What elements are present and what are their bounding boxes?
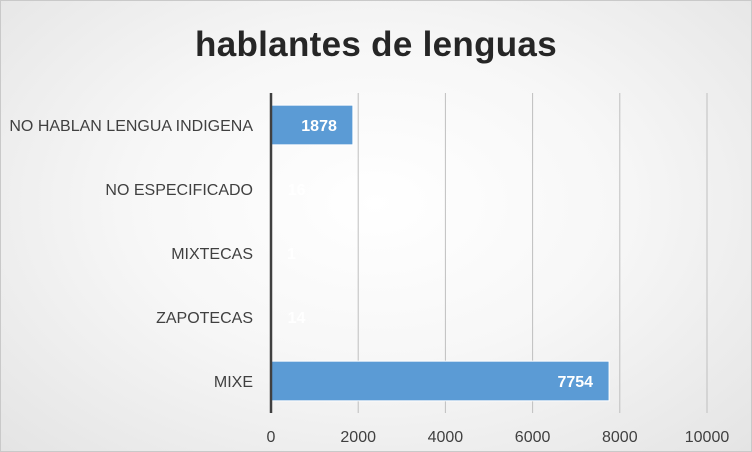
category-label: ZAPOTECAS bbox=[156, 310, 253, 327]
bar bbox=[270, 360, 610, 402]
chart-title: hablantes de lenguas bbox=[195, 25, 557, 64]
x-tick-label: 10000 bbox=[685, 429, 730, 446]
category-label: NO ESPECIFICADO bbox=[105, 182, 253, 199]
x-tick-label: 6000 bbox=[515, 429, 551, 446]
category-label: NO HABLAN LENGUA INDIGENA bbox=[9, 118, 253, 135]
data-label: 1 bbox=[287, 246, 296, 263]
category-labels: NO HABLAN LENGUA INDIGENA NO ESPECIFICADO… bbox=[9, 118, 253, 391]
x-tick-label: 2000 bbox=[340, 429, 376, 446]
category-label: MIXE bbox=[214, 374, 253, 391]
x-tick-label: 8000 bbox=[602, 429, 638, 446]
data-label: 14 bbox=[288, 310, 306, 327]
data-label: 1878 bbox=[301, 118, 337, 135]
x-tick-label: 0 bbox=[267, 429, 276, 446]
data-label: 7754 bbox=[557, 374, 593, 391]
bars bbox=[270, 104, 610, 402]
gridlines bbox=[357, 93, 708, 413]
data-labels: 1878 16 1 14 7754 bbox=[287, 118, 593, 391]
category-label: MIXTECAS bbox=[171, 246, 253, 263]
x-tick-label: 4000 bbox=[428, 429, 464, 446]
data-label: 16 bbox=[288, 182, 306, 199]
x-tick-labels: 0 2000 4000 6000 8000 10000 bbox=[267, 429, 730, 446]
